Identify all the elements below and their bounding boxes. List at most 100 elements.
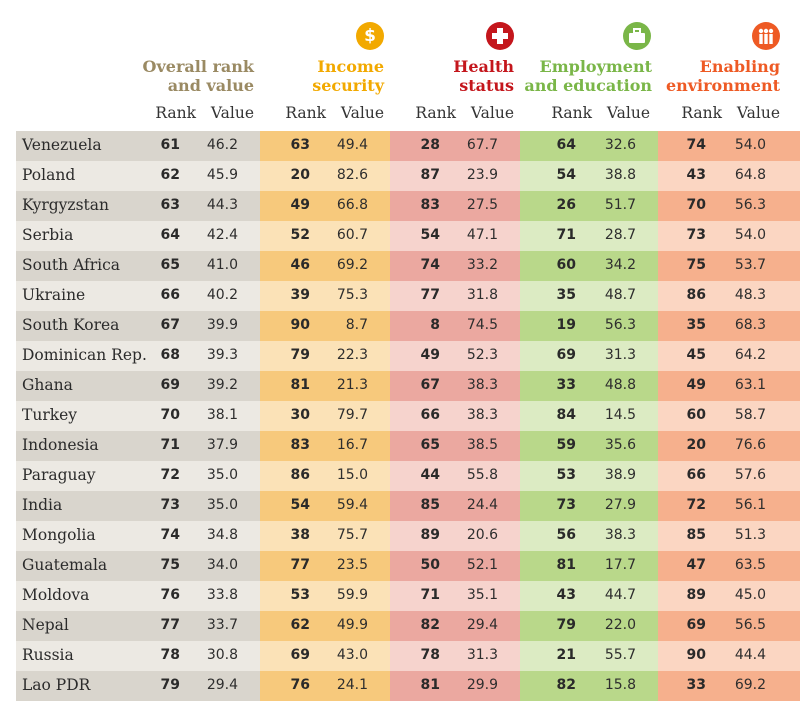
employment-cell [520, 161, 658, 191]
overall-value: 38.1 [206, 407, 238, 423]
employment-rank: 73 [556, 497, 576, 513]
health-rank-header: Rank [415, 104, 456, 122]
country-name: Serbia [22, 226, 74, 244]
overall-value: 46.2 [206, 137, 238, 153]
enabling-value: 57.6 [734, 467, 766, 483]
health-rank: 65 [420, 437, 440, 453]
overall-rank: 73 [160, 497, 180, 513]
overall-cell [16, 461, 260, 491]
enabling-value: 51.3 [734, 527, 766, 543]
employment-cell [520, 401, 658, 431]
health-rank: 77 [420, 287, 440, 303]
enabling-rank-header: Rank [681, 104, 722, 122]
enabling-value: 64.8 [734, 167, 766, 183]
income-rank: 69 [290, 647, 310, 663]
employment-rank: 53 [556, 467, 576, 483]
enabling-rank: 72 [686, 497, 706, 513]
employment-cell [520, 431, 658, 461]
income-value: 43.0 [336, 647, 368, 663]
overall-title-line1: Overall rank [142, 57, 254, 76]
health-rank: 89 [420, 527, 440, 543]
country-name: Mongolia [22, 526, 96, 544]
enabling-rank: 47 [686, 557, 706, 573]
enabling-value: 63.5 [734, 557, 766, 573]
overall-rank: 66 [160, 287, 180, 303]
income-rank-header: Rank [285, 104, 326, 122]
overall-value: 37.9 [206, 437, 238, 453]
table-row: India 73 35.0 54 59.4 85 24.4 73 27.9 72 56.1 [16, 491, 800, 521]
table-row: Poland 62 45.9 20 82.6 87 23.9 54 38.8 43 64.8 [16, 161, 800, 191]
health-rank: 44 [420, 467, 440, 483]
employment-cell [520, 641, 658, 671]
overall-header: Overall rank and value [140, 20, 260, 96]
health-cell [390, 191, 520, 221]
income-cell [260, 551, 390, 581]
overall-cell [16, 551, 260, 581]
income-value: 60.7 [336, 227, 368, 243]
enabling-value: 48.3 [734, 287, 766, 303]
employment-rank: 26 [556, 197, 576, 213]
people-icon [752, 22, 780, 50]
health-cell [390, 401, 520, 431]
enabling-title-line1: Enabling [699, 57, 780, 76]
enabling-cell [658, 191, 800, 221]
employment-value: 56.3 [604, 317, 636, 333]
country-name: Indonesia [22, 436, 99, 454]
table-row: Dominican Rep. 68 39.3 79 22.3 49 52.3 69 31.3 45… [16, 341, 800, 371]
employment-rank: 21 [556, 647, 576, 663]
enabling-value: 64.2 [734, 347, 766, 363]
health-value: 29.9 [466, 677, 498, 693]
enabling-value: 45.0 [734, 587, 766, 603]
employment-rank: 71 [556, 227, 576, 243]
enabling-cell [658, 251, 800, 281]
income-cell [260, 191, 390, 221]
employment-rank: 54 [556, 167, 576, 183]
health-cell [390, 221, 520, 251]
country-name: South Korea [22, 316, 120, 334]
income-cell [260, 281, 390, 311]
enabling-rank: 66 [686, 467, 706, 483]
table-row: Mongolia 74 34.8 38 75.7 89 20.6 56 38.3 85 51.3 [16, 521, 800, 551]
overall-rank: 79 [160, 677, 180, 693]
health-cell [390, 491, 520, 521]
income-value: 75.7 [336, 527, 368, 543]
employment-rank: 43 [556, 587, 576, 603]
employment-value: 38.9 [604, 467, 636, 483]
income-cell [260, 491, 390, 521]
employment-value: 15.8 [604, 677, 636, 693]
employment-title-line2: and education [524, 76, 652, 95]
enabling-value: 68.3 [734, 317, 766, 333]
employment-cell [520, 371, 658, 401]
health-value: 27.5 [466, 197, 498, 213]
overall-value: 39.9 [206, 317, 238, 333]
income-cell [260, 311, 390, 341]
employment-cell [520, 281, 658, 311]
table-row: Ghana 69 39.2 81 21.3 67 38.3 33 48.8 49 63.1 [16, 371, 800, 401]
income-value: 49.9 [336, 617, 368, 633]
enabling-value: 56.5 [734, 617, 766, 633]
employment-rank: 79 [556, 617, 576, 633]
health-cell [390, 131, 520, 161]
table-row: South Africa 65 41.0 46 69.2 74 33.2 60 34.2 75 53… [16, 251, 800, 281]
employment-rank: 81 [556, 557, 576, 573]
table-row: Venezuela 61 46.2 63 49.4 28 67.7 64 32.6 74 54.0 [16, 131, 800, 161]
health-cell [390, 461, 520, 491]
health-rank: 83 [420, 197, 440, 213]
overall-value: 41.0 [206, 257, 238, 273]
table-row: Indonesia 71 37.9 83 16.7 65 38.5 59 35.6 20 76.6 [16, 431, 800, 461]
enabling-cell [658, 371, 800, 401]
employment-cell [520, 341, 658, 371]
health-value: 52.1 [466, 557, 498, 573]
overall-rank: 68 [160, 347, 180, 363]
enabling-title-line2: environment [665, 76, 780, 95]
overall-rank: 67 [160, 317, 180, 333]
employment-value: 27.9 [604, 497, 636, 513]
health-cell [390, 671, 520, 701]
enabling-cell [658, 431, 800, 461]
overall-cell [16, 491, 260, 521]
employment-rank: 64 [556, 137, 576, 153]
employment-cell [520, 251, 658, 281]
enabling-rank: 74 [686, 137, 706, 153]
employment-rank-header: Rank [551, 104, 592, 122]
overall-cell [16, 341, 260, 371]
